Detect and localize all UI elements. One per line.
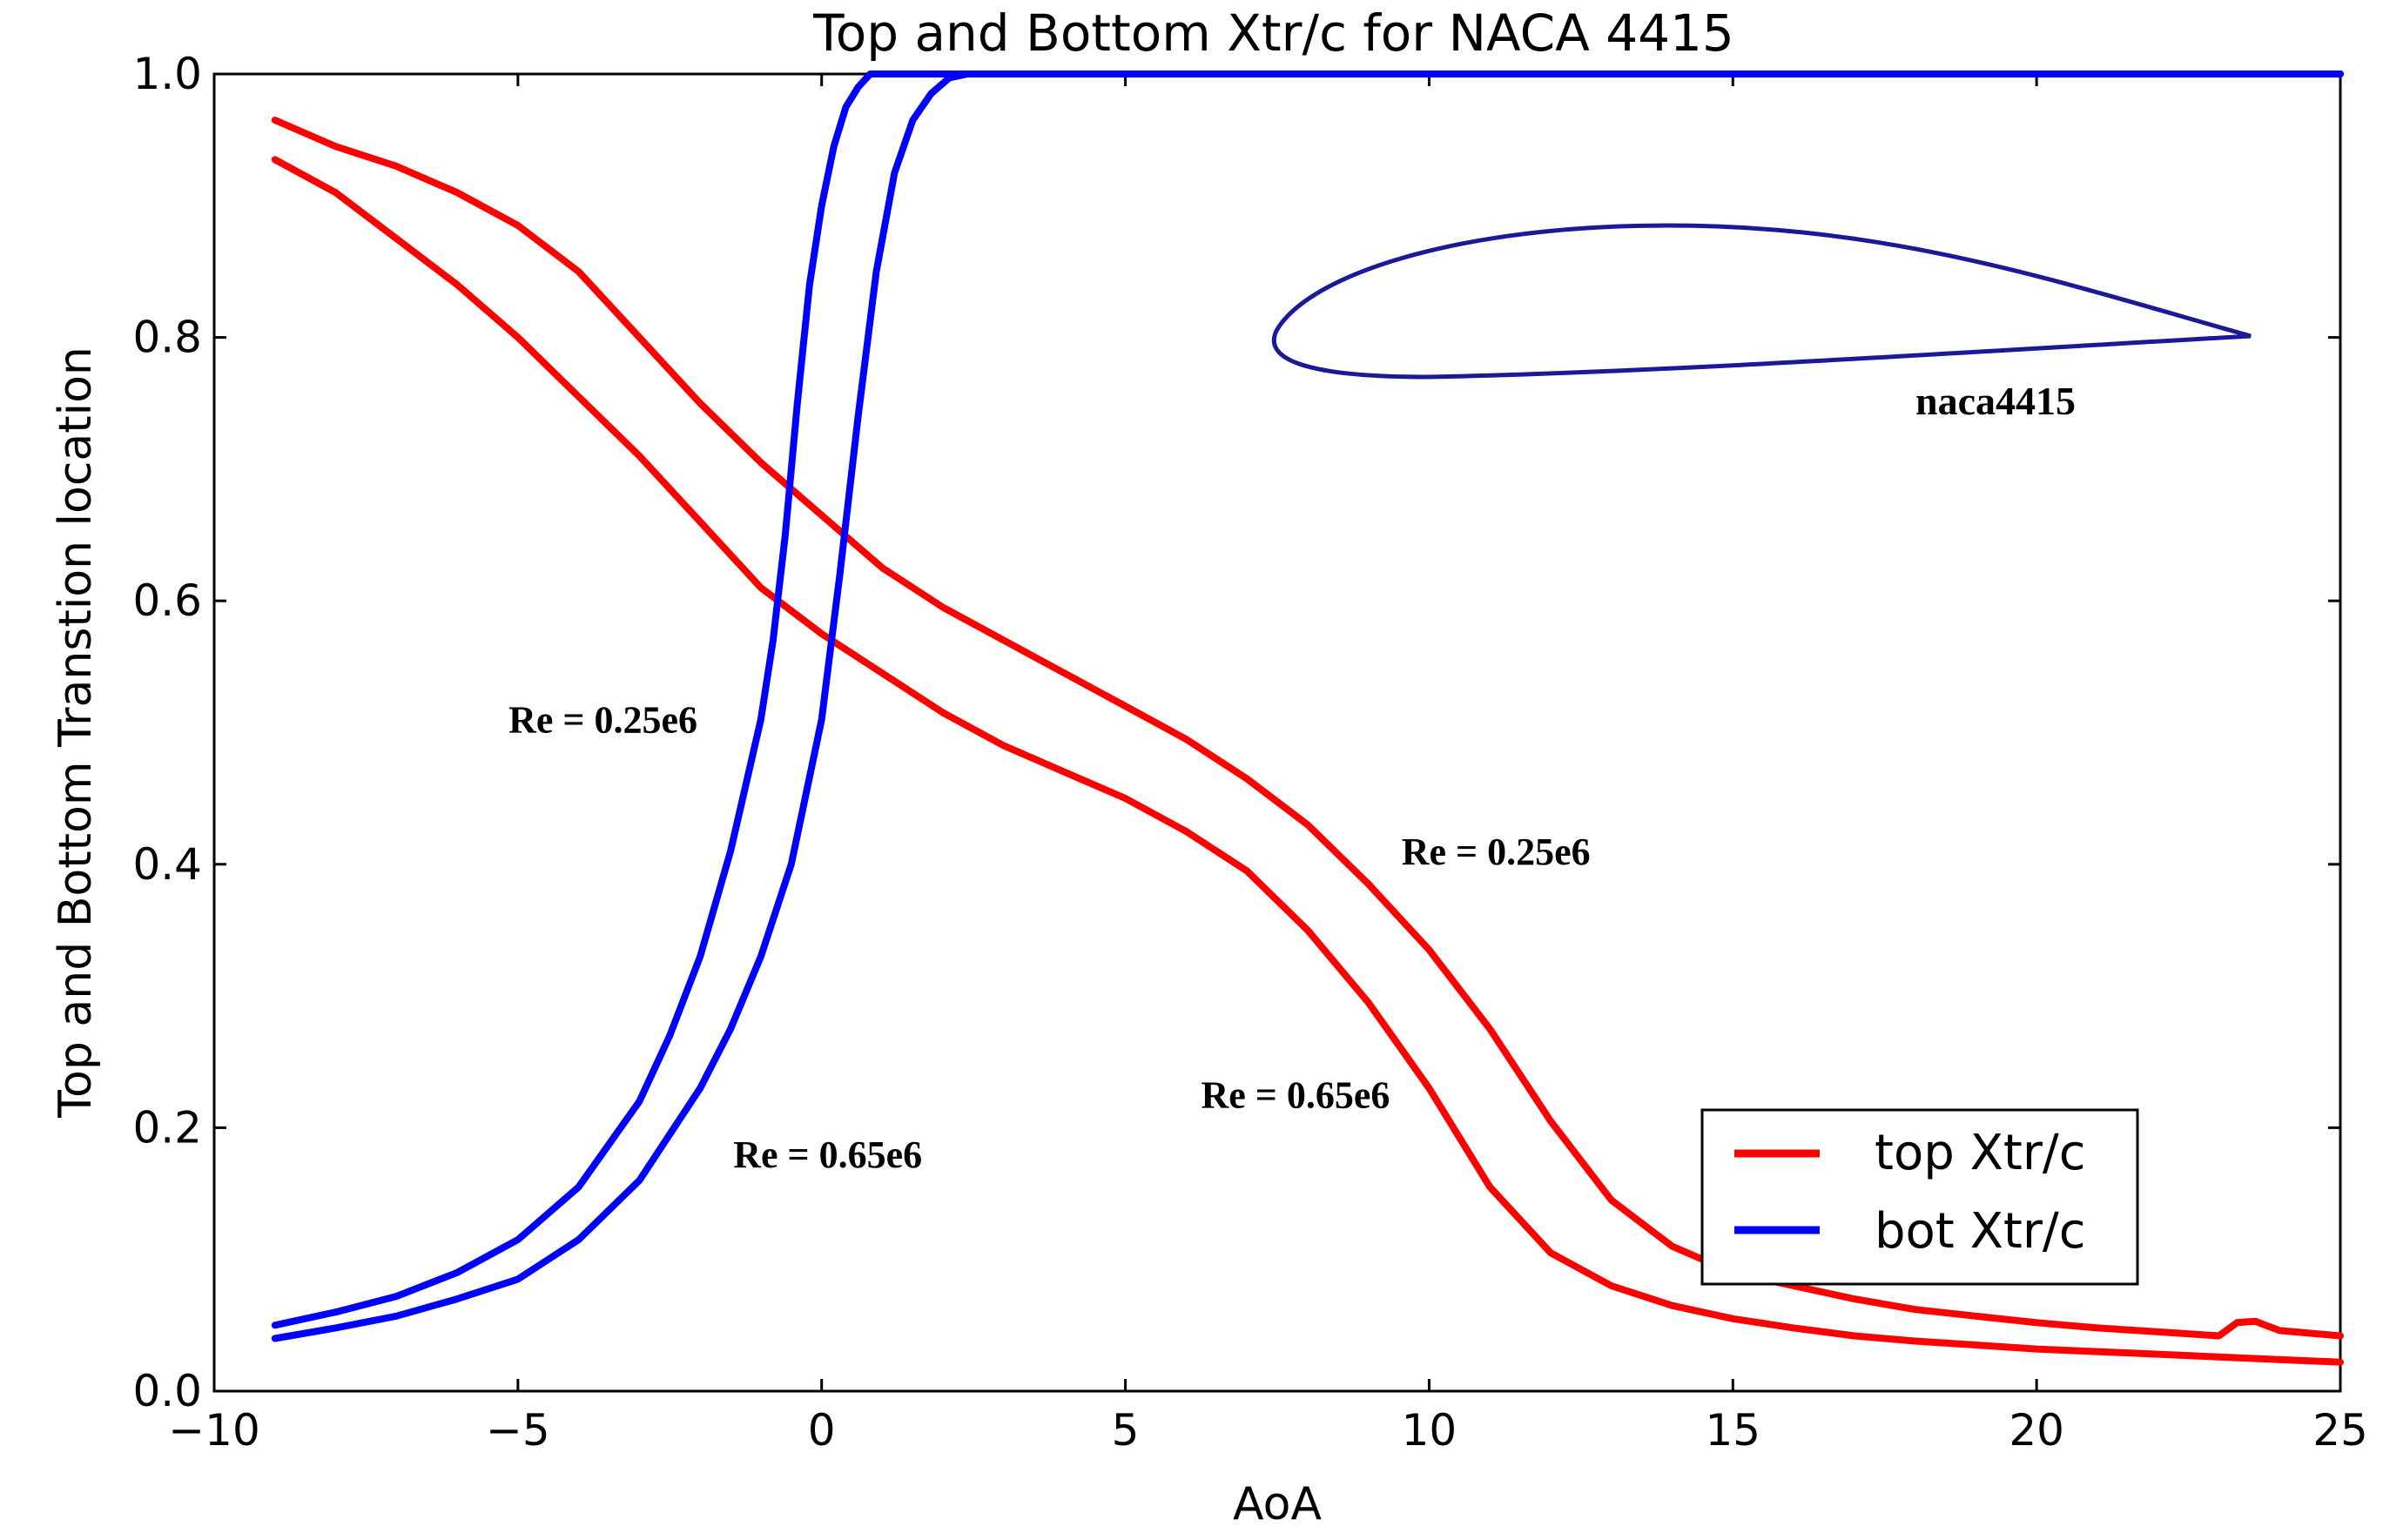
y-tick-label: 0.0	[132, 1366, 202, 1416]
y-tick-label: 0.4	[132, 839, 202, 890]
x-tick-label: 15	[1705, 1405, 1760, 1456]
y-axis-ticks: 0.0 0.2 0.4 0.6 0.8 1.0	[132, 49, 2340, 1416]
series-line-3	[271, 71, 2344, 1342]
legend: top Xtr/c bot Xtr/c	[1700, 1108, 2139, 1286]
x-tick-label: 25	[2312, 1405, 2368, 1456]
series-line-2	[271, 71, 2344, 1329]
x-tick-label: 0	[808, 1405, 836, 1456]
legend-label-top: top Xtr/c	[1875, 1125, 2086, 1181]
y-tick-label: 0.6	[132, 575, 202, 626]
x-axis-ticks: −10 −5 0 5 10 15 20 25	[168, 74, 2368, 1456]
x-tick-label: −10	[168, 1405, 260, 1456]
annotation-label: Re = 0.65e6	[1201, 1074, 1390, 1117]
airfoil-outline	[1271, 223, 2252, 380]
y-tick-label: 0.8	[132, 313, 202, 363]
annotation-label: Re = 0.65e6	[733, 1133, 922, 1176]
x-tick-label: 5	[1112, 1405, 1140, 1456]
legend-label-bot: bot Xtr/c	[1875, 1203, 2086, 1260]
airfoil-inset: naca4415	[1271, 223, 2252, 423]
x-tick-label: 20	[2009, 1405, 2064, 1456]
airfoil-label: naca4415	[1915, 379, 2076, 423]
series-line-1	[271, 156, 2344, 1366]
y-tick-label: 0.2	[132, 1102, 202, 1153]
annotation-label: Re = 0.25e6	[508, 699, 697, 742]
y-axis-label: Top and Bottom Transtion location	[50, 346, 102, 1119]
chart-title: Top and Bottom Xtr/c for NACA 4415	[812, 3, 1734, 63]
series-line-0	[271, 117, 2344, 1340]
x-axis-label: AoA	[1233, 1478, 1322, 1530]
x-tick-label: 10	[1402, 1405, 1457, 1456]
series-lines	[271, 71, 2344, 1366]
annotations: Re = 0.25e6 Re = 0.65e6 Re = 0.25e6 Re = 0.…	[508, 699, 1591, 1176]
x-tick-label: −5	[486, 1405, 550, 1456]
y-tick-label: 1.0	[132, 49, 202, 99]
legend-box	[1700, 1108, 2139, 1286]
annotation-label: Re = 0.25e6	[1402, 831, 1591, 873]
